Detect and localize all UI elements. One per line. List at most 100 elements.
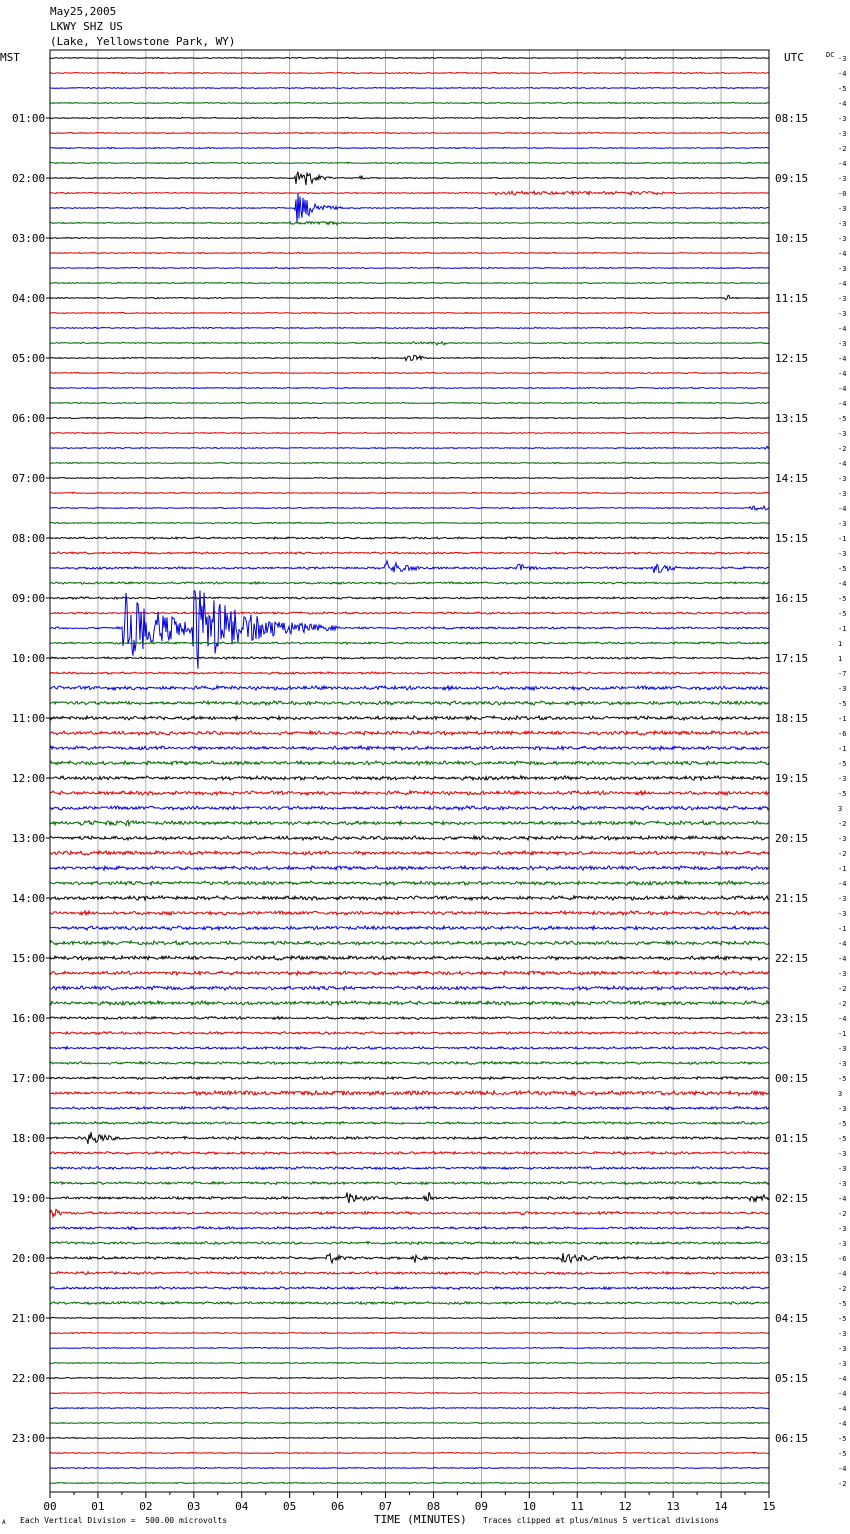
trace-7 [49, 161, 770, 165]
dc-offset-value: -0 [838, 190, 846, 198]
dc-offset-value: -4 [838, 1390, 846, 1398]
x-tick-label: 13 [667, 1500, 680, 1513]
trace-24 [49, 416, 770, 420]
trace-30 [49, 504, 770, 511]
dc-offset-value: 1 [838, 640, 842, 648]
dc-offset-value: -3 [838, 1180, 846, 1188]
dc-offset-value: -4 [838, 1015, 846, 1023]
right-hour-label: 19:15 [775, 772, 808, 785]
trace-32 [49, 535, 770, 541]
trace-0 [49, 56, 770, 61]
recording-date: May25,2005 [50, 5, 117, 18]
dc-offset-value: -1 [838, 925, 846, 933]
left-hour-label: 01:00 [12, 112, 45, 125]
dc-offset-value: -3 [838, 835, 846, 843]
trace-63 [49, 999, 770, 1007]
dc-offset-value: -4 [838, 325, 846, 333]
dc-offset-value: -3 [838, 115, 846, 123]
dc-offset-value: -3 [838, 430, 846, 438]
right-hour-label: 15:15 [775, 532, 808, 545]
dc-offset-value: -1 [838, 715, 846, 723]
trace-35 [49, 580, 770, 586]
dc-offset-value: -4 [838, 400, 846, 408]
trace-75 [49, 1180, 770, 1186]
right-hour-label: 14:15 [775, 472, 808, 485]
trace-11 [50, 220, 770, 226]
trace-68 [49, 1075, 770, 1081]
trace-1 [49, 71, 770, 75]
corner-mark: A [2, 1519, 6, 1526]
x-tick-label: 01 [91, 1500, 104, 1513]
trace-85 [49, 1331, 770, 1335]
left-hour-label: 07:00 [12, 472, 45, 485]
right-hour-label: 13:15 [775, 412, 808, 425]
right-hour-label: 10:15 [775, 232, 808, 245]
dc-offset-value: -3 [838, 550, 846, 558]
right-hour-label: 22:15 [775, 952, 808, 965]
left-hour-label: 21:00 [12, 1312, 45, 1325]
trace-92 [49, 1436, 770, 1440]
x-tick-label: 08 [427, 1500, 440, 1513]
dc-offset-value: -6 [838, 1255, 846, 1263]
dc-offset-value: -3 [838, 1225, 846, 1233]
left-hour-label: 16:00 [12, 1012, 45, 1025]
dc-offset-value: -5 [838, 415, 846, 423]
dc-offset-value: -4 [838, 355, 846, 363]
trace-64 [49, 1015, 770, 1021]
x-tick-label: 07 [379, 1500, 392, 1513]
dc-offset-value: -2 [838, 1285, 846, 1293]
trace-39 [49, 640, 770, 646]
dc-offset-value: -3 [838, 490, 846, 498]
trace-23 [50, 401, 770, 405]
trace-4 [49, 116, 770, 120]
trace-50 [49, 804, 770, 812]
trace-14 [49, 266, 770, 270]
dc-offset-value: -5 [838, 700, 846, 708]
chart-axes: 01:00 02:00 03:00 04:00 05:00 06:00 07:00 08:00… [12, 49, 846, 1513]
left-hour-label: 02:00 [12, 172, 45, 185]
trace-34 [49, 558, 770, 574]
right-hour-label: 11:15 [775, 292, 808, 305]
trace-40 [49, 655, 770, 661]
right-hour-label: 23:15 [775, 1012, 808, 1025]
dc-offset-value: -3 [838, 1345, 846, 1353]
left-hour-label: 09:00 [12, 592, 45, 605]
dc-offset-value: -3 [838, 1360, 846, 1368]
left-timezone-label: MST [0, 51, 20, 64]
x-tick-label: 02 [139, 1500, 152, 1513]
trace-13 [49, 251, 770, 255]
dc-offset-value: -4 [838, 580, 846, 588]
time-grid [97, 50, 722, 1492]
dc-offset-value: -3 [838, 340, 846, 348]
left-hour-label: 20:00 [12, 1252, 45, 1265]
dc-offset-value: -3 [838, 175, 846, 183]
trace-67 [49, 1060, 770, 1066]
trace-46 [49, 744, 770, 752]
dc-offset-value: -3 [838, 1240, 846, 1248]
dc-offset-value: -4 [838, 955, 846, 963]
trace-47 [49, 759, 770, 767]
dc-offset-value: -4 [838, 370, 846, 378]
x-tick-label: 09 [475, 1500, 488, 1513]
right-hour-label: 01:15 [775, 1132, 808, 1145]
dc-offset-value: -3 [838, 55, 846, 63]
right-hour-label: 05:15 [775, 1372, 808, 1385]
left-hour-label: 04:00 [12, 292, 45, 305]
station-location: (Lake, Yellowstone Park, WY) [50, 35, 236, 48]
trace-57 [49, 909, 770, 917]
trace-61 [49, 969, 770, 977]
dc-offset-value: -3 [838, 1105, 846, 1113]
dc-offset-value: -3 [838, 130, 846, 138]
dc-offset-value: -3 [838, 295, 846, 303]
right-hour-label: 12:15 [775, 352, 808, 365]
dc-offset-value: -1 [838, 625, 846, 633]
dc-offset-value: -4 [838, 880, 846, 888]
x-tick-label: 06 [331, 1500, 344, 1513]
dc-offset-value: -5 [838, 1075, 846, 1083]
dc-offset-value: 3 [838, 1090, 842, 1098]
trace-94 [49, 1466, 770, 1470]
trace-15 [49, 281, 770, 285]
right-hour-label: 17:15 [775, 652, 808, 665]
trace-93 [49, 1451, 770, 1455]
